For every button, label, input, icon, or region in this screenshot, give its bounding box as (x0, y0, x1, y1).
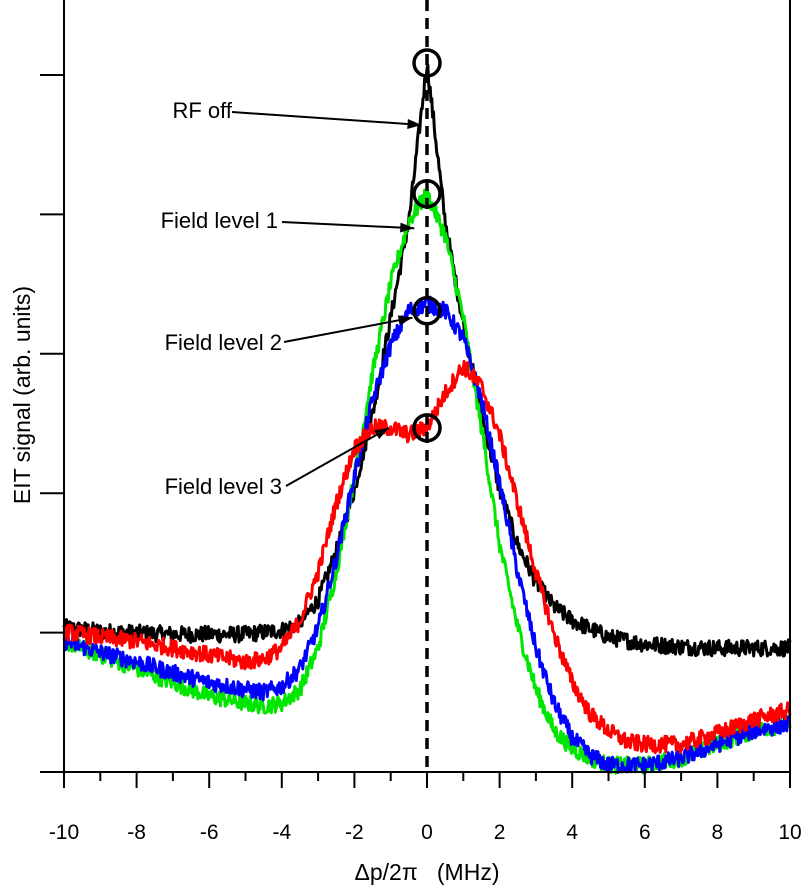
series-line-field-level-3 (62, 359, 792, 755)
x-tick-label: 0 (421, 821, 433, 844)
annotation-arrow-field-level-1 (281, 221, 415, 230)
x-tick-label: 4 (566, 821, 578, 844)
annotation-label-rf-off: RF off (172, 98, 232, 123)
annotation-arrowhead-field-level-2 (397, 315, 413, 326)
annotation-label-field-level-3: Field level 3 (165, 474, 282, 499)
x-tick-label: 6 (639, 821, 651, 844)
annotation-label-field-level-2: Field level 2 (165, 330, 282, 355)
x-tick-label: 8 (712, 821, 724, 844)
annotation-arrowhead-field-level-3 (374, 427, 389, 440)
y-axis-title: EIT signal (arb. units) (9, 286, 35, 504)
annotation-layer: RF off Field level 1 Field level 2 Field le… (161, 98, 422, 499)
annotation-label-field-level-1: Field level 1 (161, 208, 278, 233)
annotation-arrow-field-level-3 (285, 426, 390, 487)
x-axis-title: Δp/2π (MHz) (355, 859, 500, 885)
axes-layer: -10 -8 -6 -4 -2 0 2 4 6 8 10 Δp/2π (MHz) EIT signal … (9, 0, 802, 885)
x-tick-label: -6 (200, 821, 219, 844)
annotation-arrow-field-level-2 (283, 316, 413, 343)
x-tick-label: -4 (272, 821, 291, 844)
annotation-arrowhead-field-level-1 (400, 222, 415, 233)
annotation-arrow-rf-off (231, 111, 422, 126)
annotation-arrowhead-rf-off (407, 119, 422, 129)
x-tick-label: -2 (345, 821, 364, 844)
x-tick-label: -10 (49, 821, 79, 844)
x-tick-label: -8 (127, 821, 146, 844)
x-tick-label: 2 (494, 821, 506, 844)
x-tick-label: 10 (778, 821, 801, 844)
series-line-rf-off (62, 63, 792, 658)
